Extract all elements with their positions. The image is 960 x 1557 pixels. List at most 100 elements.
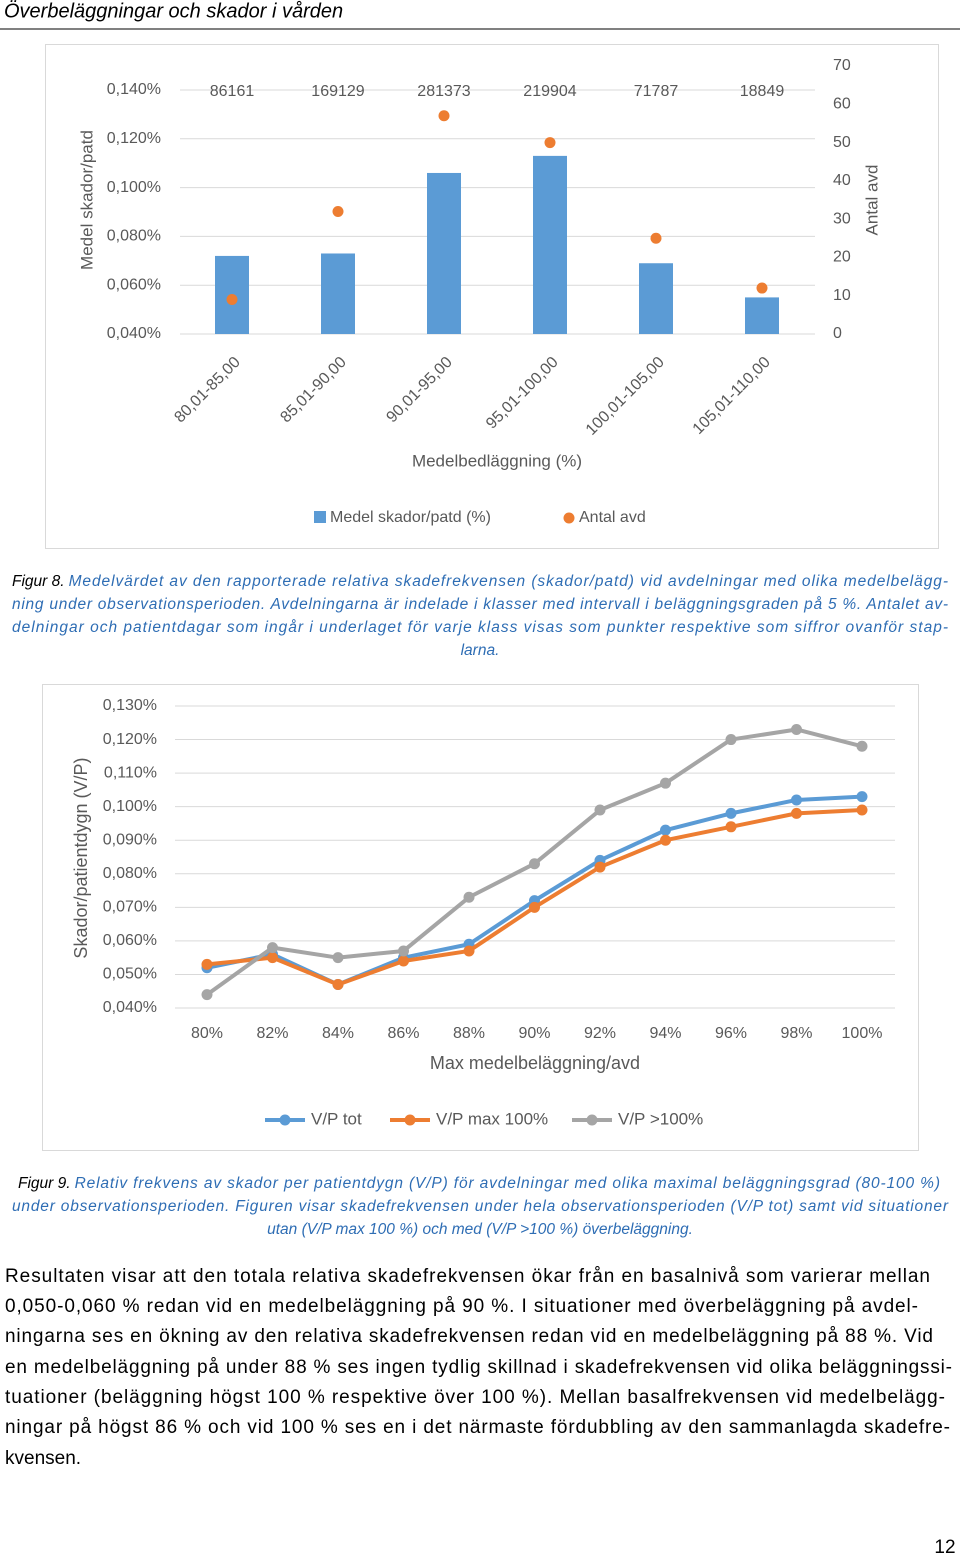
- legend-label: Medel skador/patd (%): [330, 509, 491, 526]
- chart-frame: [42, 684, 919, 1151]
- x-tick-label: 84%: [322, 1025, 354, 1042]
- marker: [529, 901, 540, 913]
- marker: [791, 807, 802, 819]
- body-text: tuationer (beläggning högst 100 % respek…: [5, 1387, 945, 1408]
- legend-swatch: [563, 512, 575, 524]
- marker: [791, 794, 802, 806]
- point: [438, 110, 450, 122]
- body-text: ningarna ses en ökning av den relativa s…: [5, 1326, 933, 1347]
- caption-text: Medelvärdet av den rapporterade relativa…: [69, 573, 948, 590]
- marker: [791, 723, 802, 735]
- page-number: 12: [934, 1537, 955, 1557]
- y2-tick-label: 30: [833, 210, 851, 227]
- top-label: 86161: [210, 83, 255, 100]
- top-label: 18849: [740, 83, 785, 100]
- bar: [427, 172, 461, 334]
- caption-text: utan (V/P max 100 %) och med (V/P >100 %…: [267, 1221, 693, 1238]
- x-tick-label: 105,01-110,00: [690, 354, 774, 438]
- marker: [856, 740, 868, 752]
- x-tick-label: 80,01-85,00: [171, 354, 243, 426]
- body-text: ningar på högst 86 % och vid 100 % ses e…: [5, 1417, 950, 1438]
- y-tick-label: 0,140%: [107, 81, 161, 98]
- top-label: 219904: [523, 83, 576, 100]
- marker: [660, 824, 671, 836]
- marker: [725, 807, 737, 819]
- caption-text: Relativ frekvens av skador per patientdy…: [75, 1175, 940, 1192]
- y-tick-label: 0,120%: [103, 731, 157, 748]
- legend-swatch: [404, 1114, 416, 1126]
- x-tick-label: 82%: [256, 1025, 288, 1042]
- marker: [201, 989, 213, 1001]
- point: [332, 205, 344, 217]
- y-tick-label: 0,130%: [103, 697, 157, 714]
- y-tick-label: 0,100%: [103, 798, 157, 815]
- marker: [398, 945, 409, 957]
- marker: [398, 955, 409, 967]
- x-axis-title: Max medelbeläggning/avd: [430, 1053, 640, 1073]
- marker: [660, 777, 671, 789]
- x-tick-label: 86%: [387, 1025, 419, 1042]
- x-tick-label: 92%: [584, 1025, 616, 1042]
- x-tick-label: 98%: [780, 1025, 812, 1042]
- line: [206, 794, 863, 987]
- header-title: Överbeläggningar och skador i vården: [4, 0, 343, 22]
- y-tick-label: 0,040%: [103, 999, 157, 1016]
- x-tick-label: 90,01-95,00: [383, 354, 455, 426]
- caption-label: Figur 8.: [12, 573, 65, 590]
- marker: [463, 945, 475, 957]
- legend-swatch: [586, 1114, 598, 1126]
- point: [650, 232, 662, 244]
- y2-axis-title: Antal avd: [862, 165, 881, 236]
- top-label: 71787: [634, 83, 679, 100]
- chart-frame: [45, 44, 939, 549]
- top-label: 169129: [311, 83, 364, 100]
- marker: [201, 958, 213, 970]
- y2-tick-label: 10: [833, 287, 851, 304]
- y-tick-label: 0,070%: [103, 899, 157, 916]
- caption-text: larna.: [461, 642, 500, 659]
- legend-swatch: [279, 1114, 291, 1126]
- bar: [639, 263, 673, 334]
- y2-tick-label: 60: [833, 96, 851, 113]
- x-tick-label: 90%: [518, 1025, 550, 1042]
- caption-text: delningar och patientdagar som ingår i u…: [12, 619, 948, 636]
- bar: [533, 155, 567, 334]
- marker: [856, 791, 868, 803]
- legend-label: V/P max 100%: [436, 1109, 548, 1128]
- x-tick-label: 100,01-105,00: [583, 354, 668, 439]
- y2-tick-label: 20: [833, 249, 851, 266]
- marker: [725, 821, 737, 833]
- y-tick-label: 0,060%: [107, 276, 161, 293]
- body-text: en medelbeläggning på under 88 % ses ing…: [5, 1357, 952, 1378]
- x-axis-title: Medelbedläggning (%): [412, 451, 582, 470]
- caption-text: ning under observationsperioden. Avdelni…: [12, 596, 948, 613]
- y-axis-title: Medel skador/patd: [77, 130, 96, 270]
- marker: [463, 891, 475, 903]
- y2-tick-label: 70: [833, 57, 851, 74]
- y-tick-label: 0,080%: [103, 865, 157, 882]
- marker: [267, 942, 278, 954]
- bar: [321, 253, 355, 334]
- point: [226, 294, 238, 306]
- y-tick-label: 0,080%: [107, 228, 161, 245]
- body-text: kvensen.: [5, 1448, 81, 1469]
- y2-tick-label: 0: [833, 325, 842, 342]
- y-tick-label: 0,050%: [103, 966, 157, 983]
- bar: [745, 297, 779, 334]
- x-tick-label: 88%: [453, 1025, 485, 1042]
- top-label: 281373: [417, 83, 470, 100]
- body-text: Resultaten visar att den totala relativa…: [5, 1266, 930, 1287]
- y2-tick-label: 50: [833, 134, 851, 151]
- legend-swatch: [314, 511, 326, 523]
- marker: [332, 979, 344, 991]
- point: [756, 282, 768, 294]
- body-text: 0,050-0,060 % redan vid en medelbeläggni…: [5, 1296, 918, 1317]
- y-axis-title: Skador/patientdygn (V/P): [71, 757, 91, 958]
- y-tick-label: 0,040%: [107, 325, 161, 342]
- marker: [725, 734, 737, 746]
- y-tick-label: 0,060%: [103, 932, 157, 949]
- y-tick-label: 0,120%: [107, 130, 161, 147]
- x-tick-label: 85,01-90,00: [277, 354, 349, 426]
- x-tick-label: 80%: [191, 1025, 223, 1042]
